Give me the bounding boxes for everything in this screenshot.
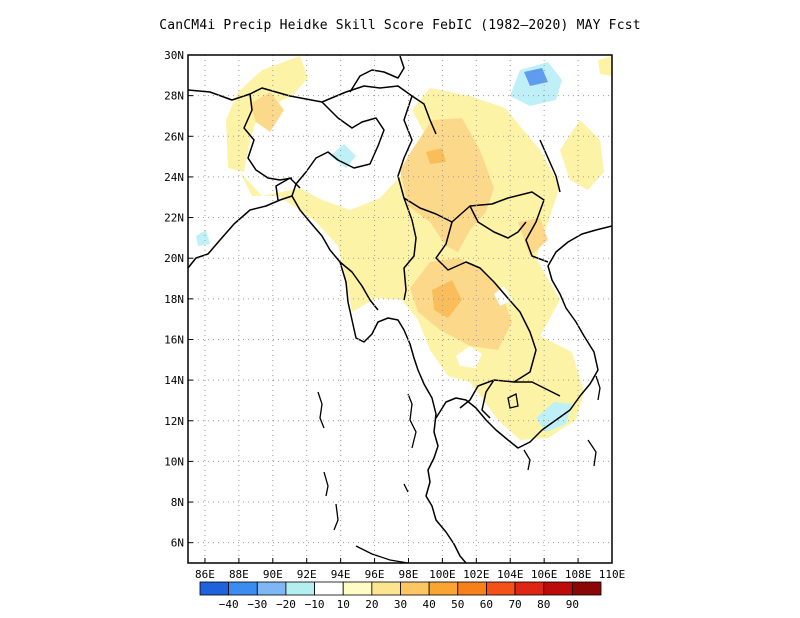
islands [317, 375, 601, 563]
lat-tick-label: 16N [164, 333, 184, 346]
coastline-and-borders [188, 55, 612, 563]
lon-tick-label: 86E [195, 568, 215, 581]
lon-axis: 86E 88E 90E 92E 94E 96E 98E 100E 102E 104E 106E 108… [195, 558, 625, 581]
positive-skill-strong-areas [426, 148, 462, 318]
colorbar-label: 80 [537, 598, 550, 611]
lon-tick-label: 102E [463, 568, 490, 581]
lon-tick-label: 94E [331, 568, 351, 581]
negative-skill-areas [196, 62, 572, 432]
lat-tick-label: 20N [164, 252, 184, 265]
colorbar-label: −10 [305, 598, 325, 611]
lon-tick-label: 110E [599, 568, 626, 581]
colorbar-swatch [199, 581, 230, 596]
lon-tick-label: 100E [429, 568, 456, 581]
colorbar-label: 20 [365, 598, 378, 611]
colorbar-swatch [314, 581, 344, 596]
lat-tick-label: 12N [164, 415, 184, 428]
lon-tick-label: 90E [263, 568, 283, 581]
lat-gridlines [188, 95, 612, 544]
lon-tick-label: 98E [399, 568, 419, 581]
colorbar-swatch [457, 581, 487, 596]
colorbar-label: 50 [451, 598, 464, 611]
colorbar-label: 70 [508, 598, 521, 611]
colorbar-swatch [486, 581, 516, 596]
colorbar-label: −40 [219, 598, 239, 611]
lon-tick-label: 88E [229, 568, 249, 581]
colorbar-label: −30 [247, 598, 267, 611]
lon-tick-label: 96E [365, 568, 385, 581]
lat-tick-label: 14N [164, 374, 184, 387]
lat-tick-label: 30N [164, 49, 184, 62]
lat-tick-label: 28N [164, 90, 184, 103]
lat-tick-label: 10N [164, 455, 184, 468]
colorbar-label: −20 [276, 598, 296, 611]
map-title: CanCM4i Precip Heidke Skill Score FebIC … [159, 18, 641, 33]
colorbar-label: 90 [566, 598, 579, 611]
lat-axis: 30N 28N 26N 24N 22N 20N 18N 16N 14N 12N 10N 8N 6N [164, 49, 193, 550]
lat-tick-label: 24N [164, 171, 184, 184]
lat-tick-label: 18N [164, 293, 184, 306]
colorbar-swatch [256, 581, 287, 596]
colorbar-swatch [285, 581, 315, 596]
map-frame [187, 54, 613, 564]
colorbar-swatch [400, 581, 430, 596]
colorbar-swatch [371, 581, 401, 596]
white-gap-areas [456, 286, 512, 368]
lon-tick-label: 108E [565, 568, 592, 581]
lon-tick-label: 92E [297, 568, 317, 581]
colorbar-label: 60 [480, 598, 493, 611]
colorbar [199, 581, 602, 596]
colorbar-swatch [228, 581, 258, 596]
colorbar-swatch [342, 581, 373, 596]
colorbar-swatch [543, 581, 573, 596]
colorbar-labels: −40 −30 −20 −10 10 20 30 40 50 60 70 80 90 [219, 598, 579, 611]
lat-tick-label: 26N [164, 130, 184, 143]
lon-tick-label: 104E [497, 568, 524, 581]
colorbar-label: 40 [423, 598, 436, 611]
colorbar-label: 10 [337, 598, 350, 611]
lon-tick-label: 106E [531, 568, 558, 581]
colorbar-swatch [428, 581, 459, 596]
positive-skill-light-areas [226, 56, 612, 440]
lat-tick-label: 8N [171, 496, 184, 509]
colorbar-swatch [571, 581, 602, 596]
positive-skill-mid-areas [250, 92, 548, 350]
colorbar-swatch [514, 581, 545, 596]
colorbar-label: 30 [394, 598, 407, 611]
lat-tick-label: 6N [171, 537, 184, 550]
lat-tick-label: 22N [164, 212, 184, 225]
